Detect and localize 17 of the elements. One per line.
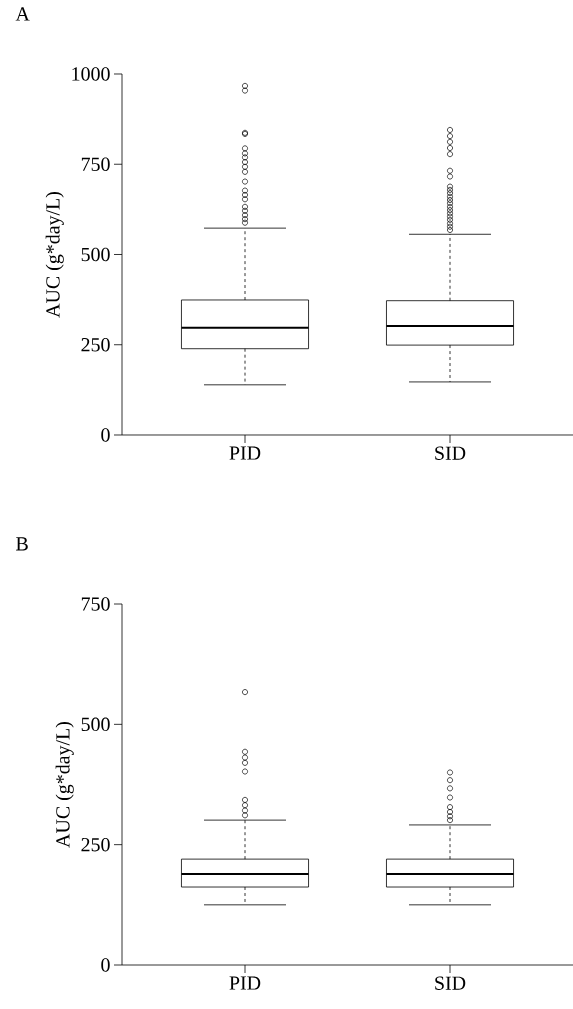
y-axis-title: AUC (g*day/L) — [45, 192, 64, 318]
y-tick-label: 750 — [81, 157, 110, 171]
x-tick-label: SID — [435, 446, 466, 460]
x-tick-label: SID — [435, 976, 466, 990]
x-tick-label: PID — [229, 976, 261, 990]
y-axis-title: AUC (g*day/L) — [55, 722, 74, 848]
y-tick-label: 0 — [101, 958, 110, 972]
y-tick-label: 750 — [81, 597, 110, 611]
y-tick-label: 250 — [81, 837, 110, 852]
y-tick-label: 0 — [101, 428, 110, 442]
y-tick-label: 1000 — [72, 67, 110, 81]
chart-title: A — [15, 7, 30, 21]
chart-title: B — [16, 537, 28, 551]
y-tick-label: 500 — [81, 717, 110, 732]
x-tick-label: PID — [229, 446, 261, 460]
y-tick-label: 250 — [81, 338, 110, 352]
y-tick-label: 500 — [81, 247, 110, 262]
